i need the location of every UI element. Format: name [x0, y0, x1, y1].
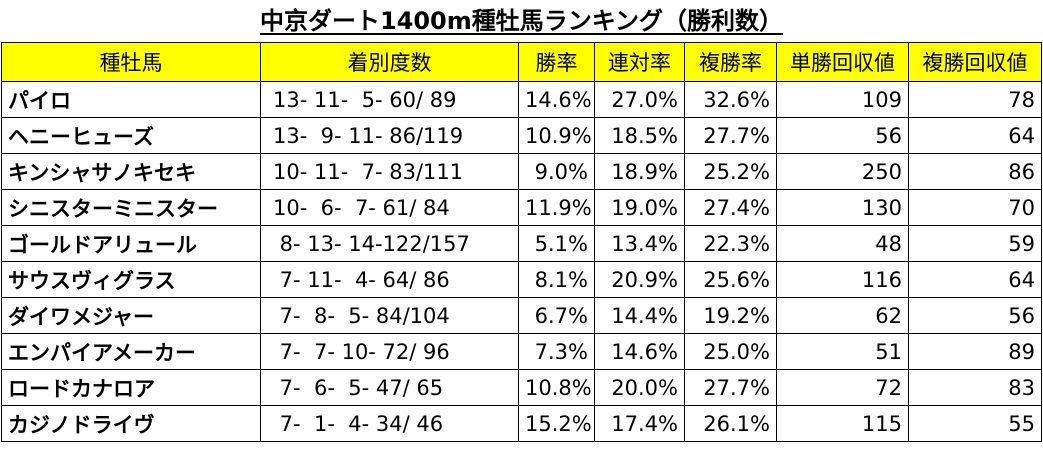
stat-cell: 70 [908, 189, 1042, 226]
record: 7- 7- 10- 72/ 96 [260, 333, 519, 370]
record: 7- 6- 5- 47/ 65 [260, 369, 519, 406]
stat-cell: 56 [908, 297, 1042, 334]
sire-name: サウスヴィグラス [1, 261, 261, 298]
table-row: エンパイアメーカー 7- 7- 10- 72/ 96 7.3% 14.6% 25.0%… [1, 333, 1042, 370]
record: 10- 6- 7- 61/ 84 [260, 189, 519, 226]
stat-cell: 64 [908, 117, 1042, 154]
header-cell: 複勝率 [684, 42, 777, 82]
stat-cell: 14.6% [594, 333, 685, 370]
stat-cell: 17.4% [594, 405, 685, 442]
stat-cell: 56 [776, 117, 909, 154]
table-row: キンシャサノキセキ 10- 11- 7- 83/111 9.0% 18.9% 25.2%… [1, 153, 1042, 190]
stat-cell: 51 [776, 333, 909, 370]
record: 10- 11- 7- 83/111 [260, 153, 519, 190]
sire-name: ゴールドアリュール [1, 225, 261, 262]
table-body: パイロ 13- 11- 5- 60/ 89 14.6% 27.0% 32.6% 109 78… [1, 81, 1042, 442]
header-row: 種牡馬 着別度数 勝率 連対率 複勝率 単勝回収値 複勝回収値 [1, 42, 1042, 82]
header-cell: 連対率 [594, 42, 685, 82]
header-cell: 単勝回収値 [776, 42, 909, 82]
sire-name: カジノドライヴ [1, 405, 261, 442]
stat-cell: 109 [776, 81, 909, 118]
stat-cell: 20.0% [594, 369, 685, 406]
stat-cell: 22.3% [684, 225, 777, 262]
stat-cell: 11.9% [518, 189, 595, 226]
stat-cell: 14.4% [594, 297, 685, 334]
table-row: シニスターミニスター 10- 6- 7- 61/ 84 11.9% 19.0% 27.4… [1, 189, 1042, 226]
table-row: サウスヴィグラス 7- 11- 4- 64/ 86 8.1% 20.9% 25.6% 1… [1, 261, 1042, 298]
stat-cell: 25.2% [684, 153, 777, 190]
stat-cell: 48 [776, 225, 909, 262]
stat-cell: 78 [908, 81, 1042, 118]
stat-cell: 6.7% [518, 297, 595, 334]
table-row: ゴールドアリュール 8- 13- 14-122/157 5.1% 13.4% 22.3… [1, 225, 1042, 262]
table-row: カジノドライヴ 7- 1- 4- 34/ 46 15.2% 17.4% 26.1% 11… [1, 405, 1042, 442]
record: 7- 11- 4- 64/ 86 [260, 261, 519, 298]
stat-cell: 250 [776, 153, 909, 190]
stat-cell: 26.1% [684, 405, 777, 442]
stat-cell: 15.2% [518, 405, 595, 442]
stat-cell: 83 [908, 369, 1042, 406]
stat-cell: 55 [908, 405, 1042, 442]
table-row: ロードカナロア 7- 6- 5- 47/ 65 10.8% 20.0% 27.7% 72… [1, 369, 1042, 406]
title: 中京ダート1400m種牡馬ランキング（勝利数） [259, 7, 784, 35]
stat-cell: 13.4% [594, 225, 685, 262]
stat-cell: 130 [776, 189, 909, 226]
title-bar: 中京ダート1400m種牡馬ランキング（勝利数） [0, 0, 1043, 42]
sire-name: ダイワメジャー [1, 297, 261, 334]
stat-cell: 64 [908, 261, 1042, 298]
stat-cell: 14.6% [518, 81, 595, 118]
record: 7- 1- 4- 34/ 46 [260, 405, 519, 442]
sire-name: シニスターミニスター [1, 189, 261, 226]
stat-cell: 9.0% [518, 153, 595, 190]
record: 7- 8- 5- 84/104 [260, 297, 519, 334]
stat-cell: 89 [908, 333, 1042, 370]
stat-cell: 62 [776, 297, 909, 334]
ranking-table: 種牡馬 着別度数 勝率 連対率 複勝率 単勝回収値 複勝回収値 パイロ 13- 11- 5- … [1, 42, 1042, 442]
stat-cell: 116 [776, 261, 909, 298]
stat-cell: 5.1% [518, 225, 595, 262]
stat-cell: 18.5% [594, 117, 685, 154]
stat-cell: 19.2% [684, 297, 777, 334]
sire-name: ロードカナロア [1, 369, 261, 406]
stat-cell: 18.9% [594, 153, 685, 190]
table-row: パイロ 13- 11- 5- 60/ 89 14.6% 27.0% 32.6% 109 78 [1, 81, 1042, 118]
stat-cell: 25.6% [684, 261, 777, 298]
stat-cell: 20.9% [594, 261, 685, 298]
sire-name: キンシャサノキセキ [1, 153, 261, 190]
stat-cell: 27.4% [684, 189, 777, 226]
stat-cell: 32.6% [684, 81, 777, 118]
stat-cell: 59 [908, 225, 1042, 262]
stat-cell: 7.3% [518, 333, 595, 370]
stat-cell: 19.0% [594, 189, 685, 226]
stat-cell: 27.7% [684, 369, 777, 406]
stat-cell: 27.7% [684, 117, 777, 154]
stat-cell: 115 [776, 405, 909, 442]
header-cell: 着別度数 [260, 42, 519, 82]
header-cell: 複勝回収値 [908, 42, 1042, 82]
sire-name: パイロ [1, 81, 261, 118]
table-row: ダイワメジャー 7- 8- 5- 84/104 6.7% 14.4% 19.2% 62 5… [1, 297, 1042, 334]
stat-cell: 8.1% [518, 261, 595, 298]
stat-cell: 27.0% [594, 81, 685, 118]
stat-cell: 10.8% [518, 369, 595, 406]
stat-cell: 72 [776, 369, 909, 406]
stat-cell: 25.0% [684, 333, 777, 370]
sire-name: ヘニーヒューズ [1, 117, 261, 154]
header-cell: 勝率 [518, 42, 595, 82]
header-cell: 種牡馬 [1, 42, 261, 82]
stat-cell: 10.9% [518, 117, 595, 154]
table-row: ヘニーヒューズ 13- 9- 11- 86/119 10.9% 18.5% 27.7% 5… [1, 117, 1042, 154]
sire-name: エンパイアメーカー [1, 333, 261, 370]
record: 8- 13- 14-122/157 [260, 225, 519, 262]
stat-cell: 86 [908, 153, 1042, 190]
record: 13- 9- 11- 86/119 [260, 117, 519, 154]
record: 13- 11- 5- 60/ 89 [260, 81, 519, 118]
